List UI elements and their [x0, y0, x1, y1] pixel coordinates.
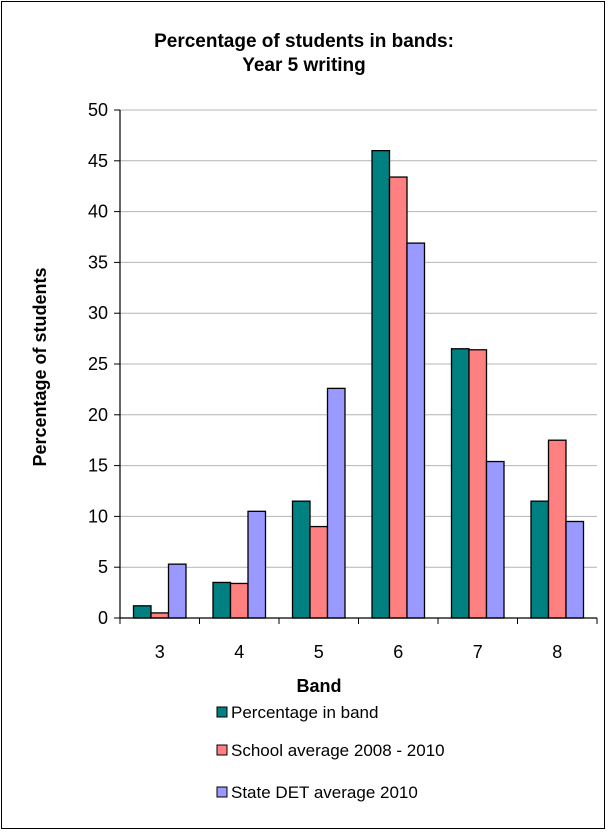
y-tick-label: 15 [88, 456, 108, 476]
y-tick-label: 0 [98, 608, 108, 628]
y-tick-label: 5 [98, 557, 108, 577]
bar-percentage-in-band-band-7 [450, 348, 470, 619]
y-tick-labels: 0 5 10 15 20 25 30 35 40 45 50 [88, 100, 108, 628]
gridlines [120, 109, 597, 568]
y-tick-label: 10 [88, 506, 108, 526]
bar-school-average-2008-2010-band-5 [309, 525, 329, 619]
bar-percentage-in-band-band-8 [530, 500, 550, 619]
x-tick-label: 7 [473, 642, 483, 662]
bars [132, 149, 585, 619]
legend-swatch [216, 744, 228, 756]
bar-state-det-average-2010-band-8 [565, 520, 585, 619]
bar-school-average-2008-2010-band-7 [468, 349, 488, 619]
axes [114, 109, 598, 624]
bar-school-average-2008-2010-band-6 [388, 176, 408, 619]
bar-percentage-in-band-band-5 [291, 500, 311, 619]
y-tick-label: 40 [88, 202, 108, 222]
x-tick-label: 6 [393, 642, 403, 662]
x-tick-labels: 3 4 5 6 7 8 [155, 642, 563, 662]
bar-state-det-average-2010-band-3 [167, 563, 187, 619]
y-tick-label: 30 [88, 303, 108, 323]
y-axis-label: Percentage of students [30, 267, 50, 466]
x-tick-label: 4 [234, 642, 244, 662]
y-tick-label: 35 [88, 252, 108, 272]
x-tick-label: 3 [155, 642, 165, 662]
bar-percentage-in-band-band-4 [212, 581, 232, 619]
legend-label: State DET average 2010 [231, 783, 418, 802]
bar-state-det-average-2010-band-5 [326, 387, 346, 619]
bar-percentage-in-band-band-3 [132, 605, 152, 619]
x-tick-label: 8 [552, 642, 562, 662]
x-tick-label: 5 [314, 642, 324, 662]
x-axis-label: Band [297, 676, 342, 696]
legend-swatch [216, 786, 228, 798]
y-tick-label: 25 [88, 354, 108, 374]
bar-state-det-average-2010-band-6 [406, 242, 426, 619]
y-tick-label: 50 [88, 100, 108, 120]
legend: Percentage in band School average 2008 - … [216, 703, 445, 802]
bar-school-average-2008-2010-band-3 [150, 612, 170, 619]
bar-percentage-in-band-band-6 [371, 149, 391, 619]
y-tick-label: 20 [88, 405, 108, 425]
legend-label: School average 2008 - 2010 [231, 741, 445, 760]
bar-school-average-2008-2010-band-4 [229, 582, 249, 619]
bar-school-average-2008-2010-band-8 [547, 439, 567, 619]
legend-swatch [216, 706, 228, 718]
chart-title-line-1: Percentage of students in bands: [154, 31, 454, 52]
y-tick-label: 45 [88, 151, 108, 171]
chart-title-line-2: Year 5 writing [242, 55, 366, 76]
legend-label: Percentage in band [231, 703, 378, 722]
bar-state-det-average-2010-band-4 [247, 510, 267, 619]
bar-state-det-average-2010-band-7 [485, 460, 505, 619]
